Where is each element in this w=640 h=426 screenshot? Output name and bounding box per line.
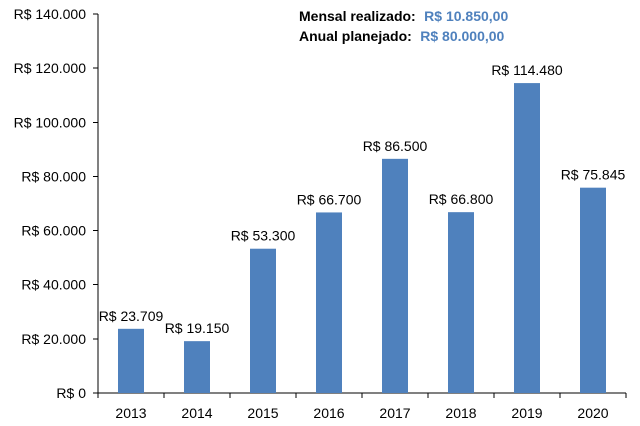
y-tick-label: R$ 80.000	[21, 168, 86, 184]
data-label-2018: R$ 66.800	[429, 191, 494, 207]
bars	[118, 83, 606, 393]
bar-2013	[118, 328, 144, 393]
data-label-2017: R$ 86.500	[363, 138, 428, 154]
x-tick-label: 2019	[511, 405, 542, 421]
x-axis: 2013 2014 2015 2016 2017 2018 2019 2020	[97, 392, 627, 421]
bar-2018	[448, 212, 474, 393]
bar-2020	[580, 187, 606, 393]
y-tick-label: R$ 60.000	[21, 223, 86, 239]
x-tick-label: 2013	[115, 405, 146, 421]
data-label-2019: R$ 114.480	[491, 62, 563, 78]
data-label-2020: R$ 75.845	[561, 167, 626, 183]
y-tick-label: R$ 120.000	[14, 60, 87, 76]
data-label-2015: R$ 53.300	[231, 228, 296, 244]
data-label-2014: R$ 19.150	[165, 320, 230, 336]
data-label-2016: R$ 66.700	[297, 191, 362, 207]
y-tick-label: R$ 20.000	[21, 331, 86, 347]
summary-annotation: Mensal realizado: R$ 10.850,00 Anual pla…	[299, 8, 508, 45]
y-tick-label: R$ 0	[56, 385, 86, 401]
x-tick-label: 2017	[379, 405, 410, 421]
x-tick-label: 2016	[313, 405, 344, 421]
y-tick-label: R$ 40.000	[21, 277, 86, 293]
y-tick-label: R$ 140.000	[14, 6, 87, 22]
bar-2015	[250, 248, 276, 393]
annotation-label-monthly: Mensal realizado: R$ 10.850,00	[299, 8, 508, 25]
x-tick-label: 2018	[445, 405, 476, 421]
bar-2019	[514, 83, 540, 393]
x-tick-label: 2020	[577, 405, 608, 421]
annotation-label-annual: Anual planejado: R$ 80.000,00	[299, 28, 505, 45]
y-axis: R$ 0 R$ 20.000 R$ 40.000 R$ 60.000 R$ 80.000…	[14, 6, 99, 401]
x-tick-label: 2015	[247, 405, 278, 421]
bar-2017	[382, 158, 408, 393]
bar-2016	[316, 212, 342, 393]
y-tick-label: R$ 100.000	[14, 114, 87, 130]
x-tick-label: 2014	[181, 405, 212, 421]
data-label-2013: R$ 23.709	[99, 308, 164, 324]
bar-2014	[184, 341, 210, 393]
